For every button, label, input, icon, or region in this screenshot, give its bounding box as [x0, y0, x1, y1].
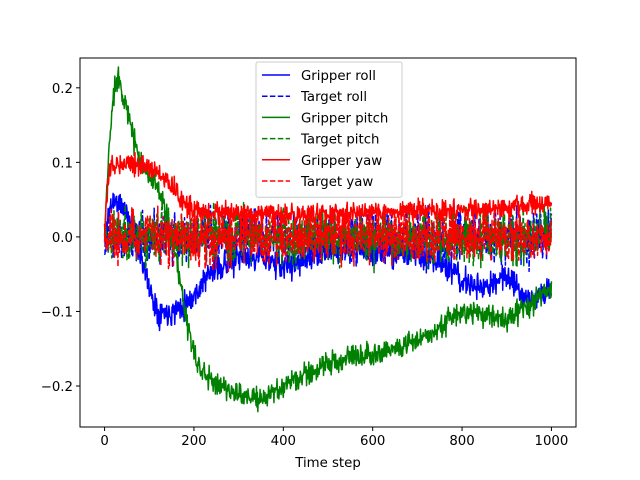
legend-label: Target yaw	[300, 175, 373, 190]
y-tick-label: −0.1	[41, 305, 73, 320]
x-axis: 0 200 400 600 800 1000	[100, 427, 568, 449]
legend-label: Target roll	[300, 90, 367, 105]
y-tick-label: 0.0	[52, 231, 73, 246]
legend-label: Gripper yaw	[301, 154, 382, 169]
legend-label: Gripper pitch	[301, 111, 388, 126]
legend: Gripper roll Target roll Gripper pitch Targ…	[255, 61, 403, 198]
x-tick-label: 600	[360, 434, 385, 449]
legend-box	[255, 61, 403, 198]
x-tick-label: 400	[271, 434, 296, 449]
series-line-gripper-yaw	[103, 151, 553, 243]
x-tick-label: 1000	[535, 434, 569, 449]
y-axis: −0.2 −0.1 0.0 0.1 0.2	[41, 82, 80, 395]
x-tick-label: 0	[100, 434, 108, 449]
x-axis-label: Time step	[294, 456, 361, 471]
series-line-target-yaw	[103, 203, 553, 273]
legend-label: Target pitch	[300, 133, 379, 148]
y-tick-label: −0.2	[41, 380, 73, 395]
legend-label: Gripper roll	[301, 69, 376, 84]
plot-frame	[79, 57, 577, 428]
y-tick-label: 0.2	[52, 82, 73, 97]
x-tick-label: 200	[181, 434, 206, 449]
x-tick-label: 800	[449, 434, 474, 449]
y-tick-label: 0.1	[52, 156, 73, 171]
series-line-gripper-pitch	[103, 66, 553, 413]
series-layer	[103, 66, 553, 413]
